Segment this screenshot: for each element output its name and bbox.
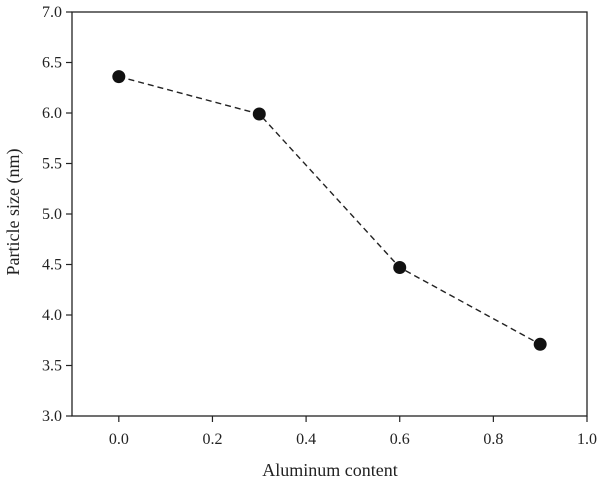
y-tick-label: 6.0 [42,105,62,122]
y-tick-label: 5.0 [42,206,62,223]
x-axis-label: Aluminum content [262,460,397,480]
y-axis-label: Particle size (nm) [3,149,24,276]
series-line [118,75,541,345]
y-tick-label: 3.5 [42,358,62,375]
y-tick-label: 4.5 [42,257,62,274]
y-tick-label: 3.0 [42,408,62,425]
x-tick-label: 0.2 [202,431,222,448]
data-point [393,261,407,275]
y-tick-label: 7.0 [42,4,62,21]
x-tick-label: 1.0 [577,431,597,448]
x-tick-label: 0.0 [109,431,129,448]
y-tick-label: 6.5 [42,55,62,72]
y-tick-label: 4.0 [42,307,62,324]
y-tick-label: 5.5 [42,156,62,173]
data-point [252,107,266,121]
x-tick-label: 0.6 [390,431,410,448]
plot-frame [71,11,588,417]
x-tick-label: 0.4 [296,431,316,448]
data-point [533,337,547,351]
data-point [112,70,126,84]
x-tick-label: 0.8 [483,431,503,448]
